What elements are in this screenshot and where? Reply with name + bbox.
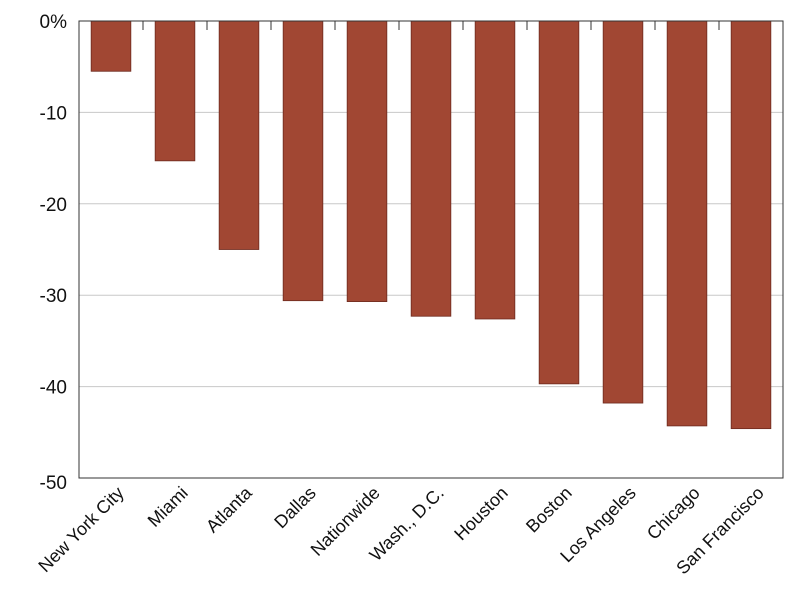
bar bbox=[538, 20, 580, 385]
x-axis: New York City Miami Atlanta DallasNationwid… bbox=[34, 482, 767, 578]
category-label: New York City bbox=[34, 483, 127, 576]
y-tick-label: 0% bbox=[40, 12, 68, 33]
bar bbox=[90, 20, 132, 72]
bar bbox=[410, 20, 452, 317]
category-label: Dallas bbox=[270, 483, 320, 533]
bar bbox=[730, 20, 772, 430]
category-label: Boston bbox=[522, 483, 576, 537]
bar bbox=[602, 20, 644, 404]
y-axis: 0% -10 -20 -30 -40 -50 bbox=[40, 12, 720, 494]
bar bbox=[474, 20, 516, 320]
category-label: Houston bbox=[450, 483, 512, 545]
bars bbox=[90, 20, 772, 430]
category-label: Miami bbox=[144, 483, 192, 531]
y-tick-label: -20 bbox=[40, 195, 67, 216]
bar bbox=[282, 20, 324, 302]
y-tick-label: -50 bbox=[40, 473, 67, 494]
bar bbox=[154, 20, 196, 162]
plot-frame bbox=[78, 20, 784, 479]
y-tick-label: -40 bbox=[40, 378, 67, 399]
category-label: Atlanta bbox=[202, 482, 256, 536]
y-tick-label: -30 bbox=[40, 286, 67, 307]
bar bbox=[666, 20, 708, 427]
category-label: Chicago bbox=[643, 483, 704, 544]
bar bbox=[346, 20, 388, 302]
bar bbox=[218, 20, 260, 250]
y-tick-label: -10 bbox=[40, 103, 67, 124]
